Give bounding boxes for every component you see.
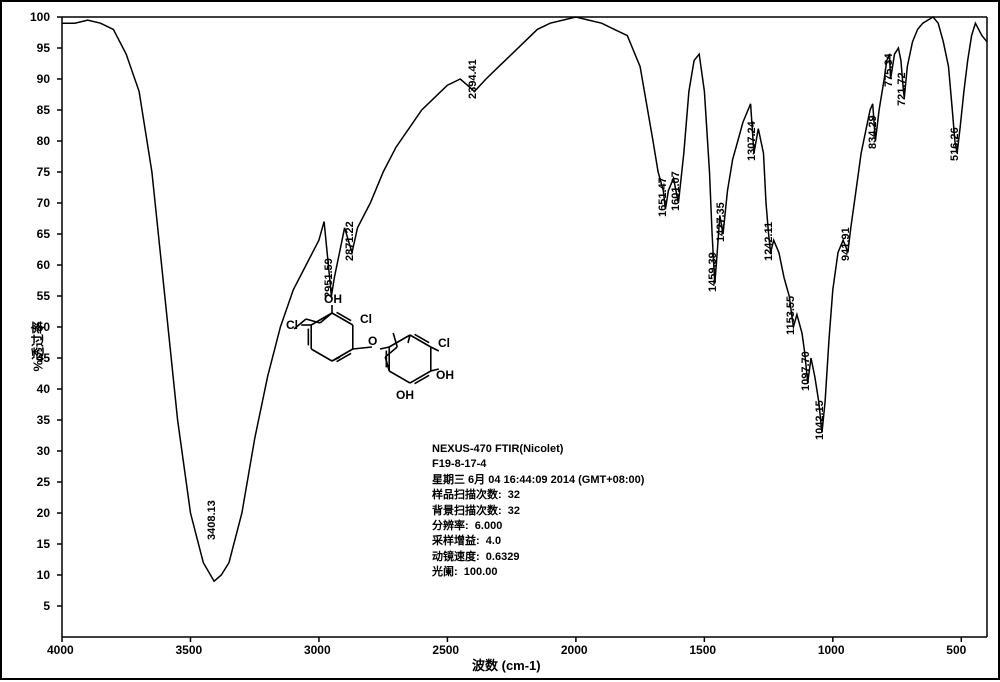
y-tick-label: 25 [37, 475, 50, 489]
svg-text:OH: OH [396, 388, 414, 402]
y-tick-label: 15 [37, 537, 50, 551]
y-tick-label: 95 [37, 41, 50, 55]
y-tick-label: 20 [37, 506, 50, 520]
y-tick-label: 30 [37, 444, 50, 458]
peak-label: 516.26 [949, 128, 961, 162]
x-tick-label: 500 [946, 643, 966, 657]
svg-text:OH: OH [436, 368, 454, 382]
meta-sample-id: F19-8-17-4 [432, 457, 644, 472]
peak-label: 2871.22 [344, 221, 356, 261]
ftir-chart: OOHClClClOHOH 51015202530354045505560657… [0, 0, 1000, 680]
y-tick-label: 60 [37, 258, 50, 272]
y-tick-label: 65 [37, 227, 50, 241]
svg-text:Cl: Cl [286, 318, 298, 332]
svg-text:Cl: Cl [360, 312, 372, 326]
y-tick-label: 10 [37, 568, 50, 582]
peak-label: 941.91 [840, 227, 852, 261]
x-tick-label: 4000 [47, 643, 74, 657]
y-tick-label: 5 [43, 599, 50, 613]
y-tick-label: 35 [37, 413, 50, 427]
peak-label: 834.29 [867, 115, 879, 149]
x-tick-label: 2500 [432, 643, 459, 657]
meta-sample-scans: 样品扫描次数: 32 [432, 488, 644, 503]
y-tick-label: 75 [37, 165, 50, 179]
peak-label: 2394.41 [467, 60, 479, 100]
x-tick-label: 3500 [175, 643, 202, 657]
peak-label: 1042.15 [814, 401, 826, 441]
peak-label: 3408.13 [206, 500, 218, 540]
y-tick-label: 40 [37, 382, 50, 396]
x-tick-label: 3000 [304, 643, 331, 657]
x-tick-label: 2000 [561, 643, 588, 657]
peak-label: 2951.59 [323, 258, 335, 298]
meta-resolution: 分辨率: 6.000 [432, 519, 644, 534]
peak-label: 1097.70 [800, 351, 812, 391]
y-tick-label: 80 [37, 134, 50, 148]
svg-text:Cl: Cl [438, 336, 450, 350]
y-tick-label: 85 [37, 103, 50, 117]
peak-label: 1459.39 [707, 252, 719, 292]
peak-label: 1307.24 [746, 122, 758, 162]
meta-aperture: 光阑: 100.00 [432, 565, 644, 580]
svg-text:O: O [368, 334, 377, 348]
x-tick-label: 1000 [818, 643, 845, 657]
meta-velocity: 动镜速度: 0.6329 [432, 550, 644, 565]
meta-datetime: 星期三 6月 04 16:44:09 2014 (GMT+08:00) [432, 473, 644, 488]
peak-label: 1153.55 [785, 296, 797, 335]
y-tick-label: 70 [37, 196, 50, 210]
peak-label: 721.72 [896, 72, 908, 106]
y-tick-label: 100 [30, 10, 50, 24]
x-tick-label: 1500 [689, 643, 716, 657]
x-axis-label: 波数 (cm-1) [472, 655, 541, 674]
meta-gain: 采样增益: 4.0 [432, 534, 644, 549]
peak-label: 775.34 [883, 53, 895, 87]
meta-bg-scans: 背景扫描次数: 32 [432, 504, 644, 519]
peak-label: 1651.47 [657, 177, 669, 217]
peak-label: 1601.07 [670, 171, 682, 211]
peak-label: 1427.35 [715, 202, 727, 242]
metadata-block: NEXUS-470 FTIR(Nicolet) F19-8-17-4 星期三 6… [432, 442, 644, 581]
y-tick-label: 90 [37, 72, 50, 86]
peak-label: 1242.11 [763, 221, 775, 260]
y-axis-label: %透过率 [28, 292, 47, 372]
meta-instrument: NEXUS-470 FTIR(Nicolet) [432, 442, 644, 457]
